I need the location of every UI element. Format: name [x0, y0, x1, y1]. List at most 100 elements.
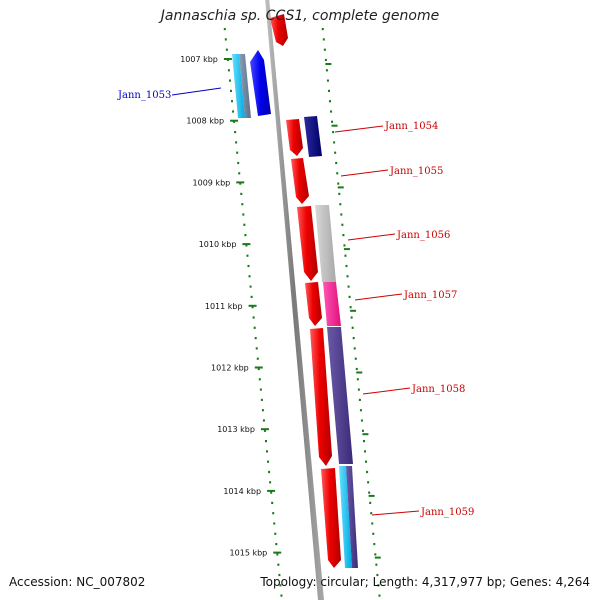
tick-dot [336, 172, 339, 175]
tick-dot [234, 131, 237, 134]
gene-jann-1055[interactable] [291, 158, 309, 204]
genome-title: Jannaschia sp. CCS1, complete genome [160, 8, 440, 24]
gene-jann-1058-red[interactable] [310, 328, 332, 466]
gene-label-jann-1057[interactable]: Jann_1057 [403, 290, 457, 301]
gene-jann-1054-red[interactable] [286, 119, 303, 156]
tick-dot [261, 409, 264, 412]
tick-dot [280, 594, 283, 597]
tick-dot [249, 285, 252, 288]
gene-jann-1056[interactable] [315, 205, 336, 282]
tick-dot [262, 419, 265, 422]
tick-dot [332, 131, 335, 134]
tick-dot [277, 563, 280, 566]
tick-dot [275, 543, 278, 546]
tick-dot [237, 161, 240, 165]
tick-rings [223, 28, 381, 597]
tick-dot [345, 264, 348, 268]
gene-label-jann-1053[interactable]: Jann_1053 [117, 90, 171, 101]
gene-label-jann-1056[interactable]: Jann_1056 [396, 230, 450, 241]
tick-dot [251, 306, 254, 309]
tick-dot [322, 38, 325, 41]
tick-dot [370, 512, 373, 515]
gene-jann-1053[interactable] [250, 50, 271, 116]
tick-dot [270, 491, 273, 494]
tick-dot [265, 440, 267, 443]
tick-dot [252, 316, 255, 319]
gene-jann-1053-steel[interactable] [239, 54, 251, 118]
tick-dot [374, 553, 377, 556]
gene-label-jann-1054[interactable]: Jann_1054 [384, 121, 438, 132]
gene-jann-1059-cyan[interactable] [339, 466, 352, 568]
gene-jann-1053-cyan[interactable] [232, 54, 245, 118]
gene-upstream[interactable] [270, 14, 288, 46]
genome-backbone [265, 0, 324, 600]
gene-jann-1059[interactable] [346, 466, 358, 568]
gene-label-jann-1058[interactable]: Jann_1058 [411, 384, 465, 395]
tick-dot [263, 429, 266, 432]
tick-dot [229, 89, 232, 92]
tick-dot [364, 450, 367, 453]
tick-dot [330, 110, 333, 113]
gene-jann-1059-red[interactable] [321, 468, 341, 568]
tick-dot [258, 378, 261, 381]
genome-summary-text: Topology: circular; Length: 4,317,977 bp… [260, 575, 590, 589]
tick-dot [279, 584, 282, 587]
tick-dot [268, 470, 271, 474]
tick-dot [365, 460, 368, 463]
tick-dot [274, 532, 277, 535]
gene-jann-1056-red[interactable] [297, 206, 318, 281]
tick-dot [358, 398, 361, 401]
tick-dot [245, 244, 248, 247]
gene-jann-1054[interactable] [304, 116, 322, 157]
tick-dot [323, 48, 326, 51]
tick-dot [348, 295, 351, 298]
scale-tick-label: 1011 kbp [205, 302, 243, 311]
tick-dot [359, 409, 362, 412]
scale-tick-label: 1015 kbp [230, 549, 268, 558]
gene-label-jann-1059[interactable]: Jann_1059 [420, 507, 474, 518]
gene-jann-1057-red[interactable] [305, 282, 322, 326]
tick-dot [228, 79, 231, 82]
tick-dot [357, 388, 360, 391]
tick-dot [333, 141, 336, 144]
gene-label-jann-1055[interactable]: Jann_1055 [389, 166, 443, 177]
tick-dot [224, 38, 227, 41]
tick-dot [331, 120, 334, 123]
gene-jann-1057[interactable] [323, 282, 341, 326]
tick-dot [241, 203, 244, 206]
tick-dot [236, 151, 239, 154]
tick-dot [232, 110, 235, 113]
tick-dot [367, 481, 370, 484]
tick-dot [371, 522, 374, 525]
tick-dot [235, 141, 238, 144]
tick-dot [369, 501, 372, 504]
tick-dot [227, 69, 230, 72]
gene-labels: Jann_1053 Jann_1054 Jann_1055 Jann_1056 … [117, 90, 474, 518]
tick-dot [337, 182, 340, 185]
tick-dot [240, 192, 243, 195]
scale-tick-label: 1013 kbp [217, 425, 255, 434]
reverse-strand-features [232, 50, 271, 118]
tick-dot [377, 584, 380, 587]
tick-dot [341, 223, 344, 226]
tick-dot [344, 254, 347, 257]
tick-dot [343, 244, 346, 247]
tick-dot [257, 367, 260, 371]
tick-dot [276, 553, 279, 556]
tick-dot [223, 28, 226, 31]
scale-tick-label: 1007 kbp [180, 55, 218, 64]
tick-dot [255, 347, 258, 350]
tick-dot [375, 563, 378, 566]
gene-jann-1058[interactable] [327, 327, 353, 464]
tick-dot [272, 512, 275, 515]
tick-dot [247, 264, 250, 268]
tick-dot [355, 367, 358, 371]
tick-dot [266, 450, 269, 453]
tick-dot [352, 337, 355, 340]
tick-dot [326, 79, 329, 82]
tick-dot [248, 275, 251, 278]
tick-dot [347, 285, 350, 288]
tick-dot [351, 326, 354, 329]
tick-dot [363, 440, 365, 443]
tick-dot [329, 100, 332, 103]
